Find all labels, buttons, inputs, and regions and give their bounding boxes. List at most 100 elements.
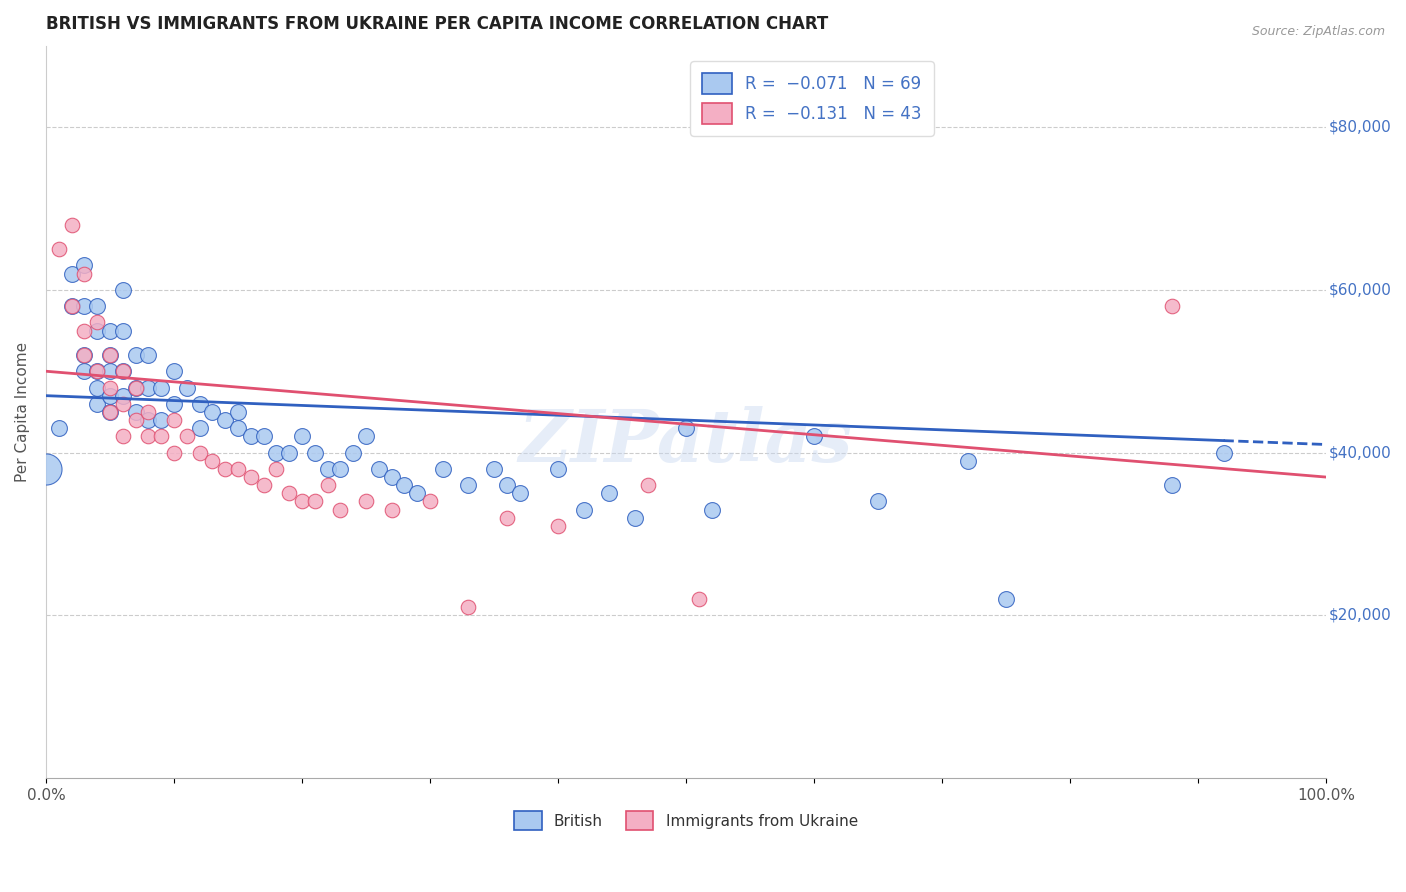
Point — [380, 502, 402, 516]
Point — [637, 478, 659, 492]
Point — [163, 445, 186, 459]
Point — [124, 348, 146, 362]
Point — [457, 600, 479, 615]
Point — [111, 324, 134, 338]
Point — [419, 494, 441, 508]
Point — [138, 429, 160, 443]
Point — [956, 454, 979, 468]
Point — [406, 486, 429, 500]
Point — [547, 519, 569, 533]
Point — [86, 380, 108, 394]
Point — [278, 445, 301, 459]
Point — [73, 364, 96, 378]
Point — [98, 380, 121, 394]
Point — [150, 413, 173, 427]
Point — [73, 348, 96, 362]
Point — [188, 421, 211, 435]
Point — [623, 510, 645, 524]
Point — [432, 462, 454, 476]
Point — [98, 324, 121, 338]
Text: $80,000: $80,000 — [1329, 120, 1392, 135]
Point — [188, 445, 211, 459]
Point — [111, 389, 134, 403]
Point — [226, 462, 249, 476]
Point — [163, 413, 186, 427]
Point — [866, 494, 889, 508]
Point — [35, 462, 58, 476]
Point — [86, 364, 108, 378]
Text: Source: ZipAtlas.com: Source: ZipAtlas.com — [1251, 25, 1385, 38]
Point — [354, 494, 377, 508]
Point — [60, 299, 83, 313]
Point — [98, 389, 121, 403]
Point — [73, 259, 96, 273]
Point — [509, 486, 531, 500]
Point — [111, 364, 134, 378]
Point — [304, 494, 326, 508]
Point — [316, 462, 339, 476]
Point — [700, 502, 723, 516]
Point — [1161, 299, 1184, 313]
Point — [176, 380, 198, 394]
Point — [572, 502, 595, 516]
Point — [201, 454, 224, 468]
Point — [994, 592, 1017, 607]
Point — [98, 348, 121, 362]
Point — [60, 299, 83, 313]
Text: $60,000: $60,000 — [1329, 283, 1392, 297]
Point — [111, 364, 134, 378]
Point — [124, 405, 146, 419]
Point — [394, 478, 416, 492]
Text: $40,000: $40,000 — [1329, 445, 1392, 460]
Point — [304, 445, 326, 459]
Point — [73, 324, 96, 338]
Point — [111, 429, 134, 443]
Point — [188, 397, 211, 411]
Point — [266, 445, 288, 459]
Point — [86, 397, 108, 411]
Point — [226, 421, 249, 435]
Point — [803, 429, 825, 443]
Point — [1212, 445, 1234, 459]
Point — [457, 478, 479, 492]
Point — [675, 421, 697, 435]
Legend: British, Immigrants from Ukraine: British, Immigrants from Ukraine — [508, 805, 863, 837]
Point — [252, 478, 274, 492]
Point — [176, 429, 198, 443]
Point — [495, 510, 517, 524]
Point — [252, 429, 274, 443]
Point — [291, 429, 314, 443]
Point — [688, 592, 710, 607]
Point — [1161, 478, 1184, 492]
Point — [86, 324, 108, 338]
Point — [98, 364, 121, 378]
Point — [150, 380, 173, 394]
Point — [214, 413, 236, 427]
Point — [73, 267, 96, 281]
Point — [482, 462, 505, 476]
Point — [239, 429, 262, 443]
Point — [354, 429, 377, 443]
Point — [111, 283, 134, 297]
Point — [60, 267, 83, 281]
Point — [138, 380, 160, 394]
Point — [291, 494, 314, 508]
Point — [86, 364, 108, 378]
Point — [201, 405, 224, 419]
Text: $20,000: $20,000 — [1329, 608, 1392, 623]
Text: BRITISH VS IMMIGRANTS FROM UKRAINE PER CAPITA INCOME CORRELATION CHART: BRITISH VS IMMIGRANTS FROM UKRAINE PER C… — [46, 15, 828, 33]
Point — [98, 405, 121, 419]
Point — [266, 462, 288, 476]
Point — [226, 405, 249, 419]
Point — [380, 470, 402, 484]
Point — [150, 429, 173, 443]
Point — [342, 445, 364, 459]
Point — [239, 470, 262, 484]
Point — [278, 486, 301, 500]
Point — [73, 299, 96, 313]
Point — [138, 348, 160, 362]
Point — [316, 478, 339, 492]
Point — [86, 299, 108, 313]
Point — [163, 397, 186, 411]
Point — [86, 315, 108, 329]
